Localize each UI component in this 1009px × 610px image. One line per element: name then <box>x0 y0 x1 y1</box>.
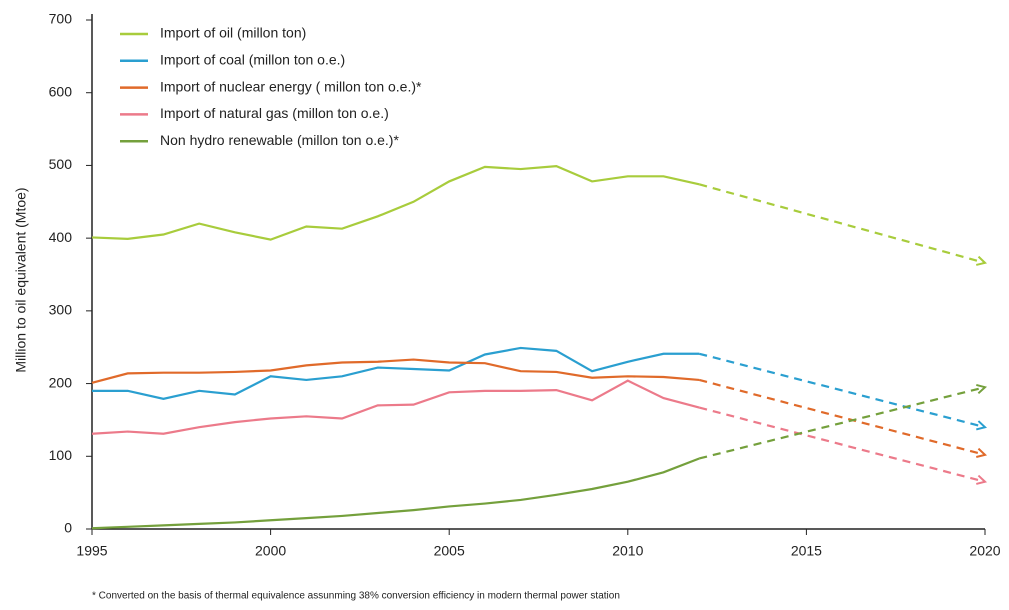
series-line <box>91 165 700 241</box>
projection-line <box>698 378 986 456</box>
legend-label: Import of nuclear energy ( millon ton o.… <box>160 78 422 94</box>
x-tick-label: 2015 <box>791 543 822 559</box>
y-tick-label: 400 <box>49 229 73 245</box>
x-tick-label: 2010 <box>612 543 643 559</box>
series-line <box>91 379 700 435</box>
arrow-head <box>976 474 988 485</box>
arrow-head <box>976 255 988 266</box>
projection-line <box>698 406 986 483</box>
series-line <box>92 346 700 400</box>
y-tick-label: 600 <box>49 83 73 99</box>
arrow-head <box>976 420 988 431</box>
arrow-head <box>976 383 988 395</box>
projection-line <box>698 352 986 429</box>
series-line <box>91 457 700 530</box>
y-tick-label: 100 <box>49 447 73 463</box>
x-tick-label: 2020 <box>969 543 1000 559</box>
y-tick-label: 500 <box>49 156 73 172</box>
x-tick-label: 1995 <box>76 543 107 559</box>
legend-label: Import of natural gas (millon ton o.e.) <box>160 105 389 121</box>
legend-label: Import of coal (millon ton o.e.) <box>160 52 345 68</box>
projection-line <box>698 386 986 460</box>
series-line <box>91 358 700 384</box>
projection-line <box>698 183 986 264</box>
y-tick-label: 700 <box>49 11 73 27</box>
x-tick-label: 2005 <box>434 543 465 559</box>
legend-label: Import of oil (millon ton) <box>160 25 306 41</box>
y-tick-label: 0 <box>64 520 72 536</box>
y-axis-label: Million to oil equivalent (Mtoe) <box>13 187 29 372</box>
y-tick-label: 300 <box>49 302 73 318</box>
legend-label: Non hydro renewable (millon ton o.e.)* <box>160 132 399 148</box>
x-tick-label: 2000 <box>255 543 286 559</box>
arrow-head <box>976 447 988 458</box>
footnote: * Converted on the basis of thermal equi… <box>92 591 620 602</box>
y-tick-label: 200 <box>49 374 73 390</box>
